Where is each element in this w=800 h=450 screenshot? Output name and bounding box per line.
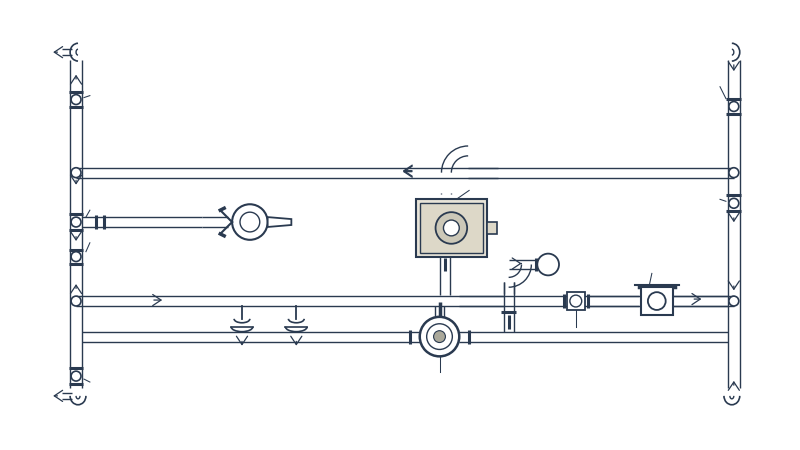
Bar	[567, 292, 585, 310]
Circle shape	[435, 212, 467, 244]
Bar	[641, 287, 673, 315]
Circle shape	[71, 296, 81, 306]
Bar	[420, 203, 483, 252]
Circle shape	[232, 204, 268, 240]
Circle shape	[434, 331, 446, 342]
Circle shape	[648, 292, 666, 310]
Circle shape	[71, 94, 81, 104]
Circle shape	[420, 317, 459, 356]
Bar	[416, 199, 487, 256]
Circle shape	[71, 217, 81, 227]
Polygon shape	[268, 217, 291, 227]
Circle shape	[729, 168, 738, 178]
Circle shape	[570, 295, 582, 307]
Bar	[487, 222, 497, 234]
Circle shape	[729, 198, 738, 208]
Circle shape	[538, 254, 559, 275]
Circle shape	[71, 168, 81, 178]
Circle shape	[443, 220, 459, 236]
Circle shape	[240, 212, 260, 232]
Circle shape	[729, 296, 738, 306]
Circle shape	[426, 324, 452, 350]
Circle shape	[729, 102, 738, 112]
Circle shape	[71, 371, 81, 381]
Circle shape	[71, 252, 81, 261]
